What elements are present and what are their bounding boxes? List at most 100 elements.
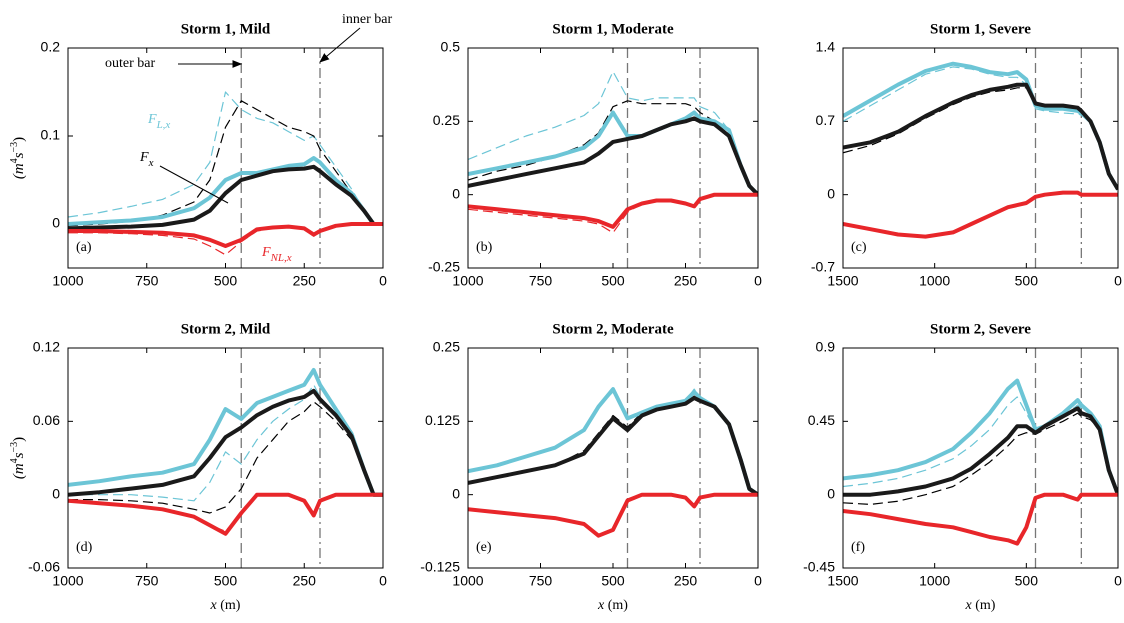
- annotation-subscript: NL,x: [270, 252, 292, 264]
- y-axis-label: (m4s−3): [9, 437, 28, 479]
- y-tick-label: 0.5: [441, 39, 461, 55]
- annotation-text: inner bar: [342, 12, 392, 27]
- axes-frame: [467, 347, 759, 569]
- x-tick-label: 500: [601, 273, 625, 289]
- series-line: [843, 492, 1118, 546]
- x-tick-label: 1000: [452, 573, 483, 589]
- x-tick-label: 0: [754, 573, 762, 589]
- x-tick-label: 1500: [827, 573, 858, 589]
- x-axis-label-part: (m): [604, 598, 628, 613]
- x-tick-label: 750: [529, 273, 553, 289]
- x-axis-label-part: (m): [972, 598, 996, 613]
- y-tick-label: 0.1: [41, 127, 61, 143]
- y-tick-label: 0.125: [425, 412, 460, 428]
- y-axis-label-part: (m: [11, 463, 27, 479]
- y-axis-label-part: s: [11, 452, 27, 458]
- y-tick-label: 0.7: [816, 112, 836, 128]
- plot-lines: [68, 91, 383, 256]
- x-tick-label: 1000: [919, 573, 950, 589]
- y-axis-label-part: (m: [11, 163, 27, 179]
- y-tick-label: 0.06: [33, 412, 60, 428]
- series-line: [68, 91, 383, 225]
- y-tick-label: 0.2: [41, 39, 61, 55]
- annotation-text: F: [139, 150, 149, 165]
- y-axis-label-part: −3: [9, 142, 20, 153]
- y-tick-label: 0.9: [816, 339, 836, 355]
- series-line: [843, 396, 1118, 495]
- annotation: Fx: [139, 150, 154, 168]
- y-tick-label: 0: [452, 185, 460, 201]
- annotation-text: F: [261, 245, 271, 260]
- series-line: [68, 368, 383, 497]
- annotation-subscript: x: [148, 157, 154, 169]
- annotation-text: outer bar: [105, 56, 155, 71]
- x-axis-label: x (m): [597, 598, 628, 613]
- axes-frame: [842, 347, 1119, 569]
- annotation: FNL,x: [261, 245, 292, 263]
- plot-lines: [468, 387, 758, 538]
- plot-lines: [843, 378, 1118, 546]
- x-tick-label: 500: [1015, 273, 1039, 289]
- x-axis-label-part: x: [210, 598, 218, 613]
- axes-frame: [67, 47, 384, 269]
- annotation: inner bar: [342, 12, 392, 27]
- y-axis-label-part: s: [11, 152, 27, 158]
- x-tick-label: 500: [214, 573, 238, 589]
- panel-label: (c): [851, 240, 867, 255]
- y-tick-label: 0: [52, 485, 60, 501]
- x-tick-label: 250: [293, 273, 317, 289]
- series-line: [843, 406, 1118, 497]
- y-tick-label: 0.25: [433, 339, 460, 355]
- x-tick-label: 500: [214, 273, 238, 289]
- y-axis-label-part: 4: [9, 158, 20, 163]
- y-axis-label: (m4s−3): [9, 137, 28, 179]
- y-tick-label: -0.25: [428, 259, 460, 275]
- x-axis-label-part: (m): [217, 598, 241, 613]
- annotation-arrow: [319, 27, 361, 63]
- x-axis-label-part: x: [597, 598, 605, 613]
- annotation: FL,x: [147, 112, 170, 130]
- series-line: [843, 61, 1118, 191]
- y-tick-label: 0: [827, 485, 835, 501]
- series-line: [68, 492, 383, 536]
- y-tick-label: 0.12: [33, 339, 60, 355]
- plot-lines: [843, 61, 1118, 239]
- x-tick-label: 1000: [919, 273, 950, 289]
- chart-title: Storm 2, Moderate: [552, 321, 674, 337]
- x-tick-label: 0: [1114, 273, 1122, 289]
- y-tick-label: 0: [452, 485, 460, 501]
- series-line: [468, 116, 758, 197]
- plot-lines: [468, 70, 758, 234]
- annotation-text: F: [147, 112, 157, 127]
- panel-label: (b): [476, 240, 493, 255]
- x-tick-label: 250: [674, 573, 698, 589]
- y-axis-label-part: ): [11, 437, 27, 442]
- x-axis-label: x (m): [210, 598, 241, 613]
- x-axis-label-part: x: [965, 598, 973, 613]
- x-tick-label: 1000: [452, 273, 483, 289]
- y-tick-label: 0.25: [433, 112, 460, 128]
- y-tick-label: -0.125: [420, 559, 460, 575]
- panel-label: (a): [76, 240, 92, 255]
- axes-frame: [842, 47, 1119, 269]
- y-tick-label: -0.7: [811, 259, 835, 275]
- y-axis-label-part: ): [11, 137, 27, 142]
- chart-title: Storm 2, Mild: [181, 321, 271, 337]
- panel-label: (e): [476, 540, 492, 555]
- series-line: [468, 395, 758, 497]
- annotation-subscript: L,x: [156, 119, 171, 131]
- x-axis-label: x (m): [965, 598, 996, 613]
- series-line: [843, 66, 1118, 190]
- chart-title: Storm 2, Severe: [930, 321, 1031, 337]
- chart-title: Storm 1, Severe: [930, 21, 1031, 37]
- series-line: [468, 492, 758, 538]
- series-line: [468, 395, 758, 496]
- x-tick-label: 0: [754, 273, 762, 289]
- annotation-arrow: [159, 165, 229, 204]
- series-line: [468, 192, 758, 229]
- panel-label: (f): [851, 540, 865, 555]
- series-line: [843, 190, 1118, 239]
- series-line: [68, 388, 383, 497]
- y-axis-label-part: 4: [9, 458, 20, 463]
